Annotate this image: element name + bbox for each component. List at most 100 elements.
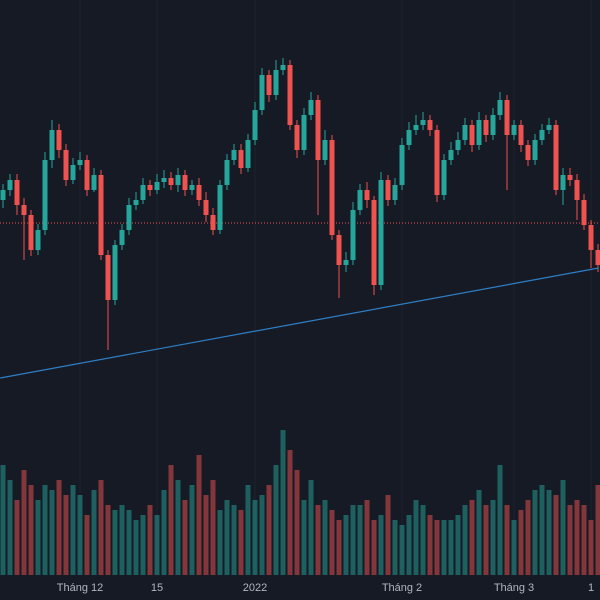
volume-bar [539,485,545,575]
volume-bar [497,465,503,575]
candle-body [175,175,181,185]
candle-body [224,160,230,185]
candle-body [161,178,167,182]
volume-bar [581,505,587,575]
candle-body [560,175,566,190]
volume-bar [14,500,20,575]
volume-bar [392,520,398,575]
volume-bar [70,485,76,575]
x-tick-label: 1 [588,582,594,594]
volume-bar [413,500,419,575]
volume-bar [154,515,160,575]
volume-bar [588,520,594,575]
candle-body [427,120,433,130]
candle-body [462,125,468,140]
volume-bar [0,465,6,575]
candle-body [98,175,104,255]
volume-bar [105,505,111,575]
candle-body [483,120,489,135]
candle-body [182,175,188,190]
candle-body [273,70,279,95]
candle-body [441,160,447,195]
volume-bar [371,520,377,575]
volume-bar [161,490,167,575]
candle-body [168,178,174,185]
candle-body [77,160,83,165]
candle-body [259,75,265,110]
candle-body [42,160,48,230]
volume-bar [476,490,482,575]
trendline [0,267,599,379]
volume-bar [399,525,405,575]
volume-bar [308,480,314,575]
candle-body [364,190,370,200]
volume-bar [112,510,118,575]
volume-bar [336,520,342,575]
candle-body [231,150,237,160]
volume-bar [560,480,566,575]
volume-bar [63,495,69,575]
volume-bar [182,500,188,575]
candle-body [238,150,244,168]
candle-body [49,130,55,160]
candle-body [518,125,524,145]
volume-bar [203,495,209,575]
volume-bar [469,500,475,575]
volume-bar [574,500,580,575]
volume-bar [364,500,370,575]
candle-body [581,200,587,225]
x-tick-label: 15 [151,582,163,594]
volume-bar [301,500,307,575]
candle-body [70,165,76,180]
candle-body [490,115,496,135]
candle-body [532,140,538,160]
candle-body [189,185,195,190]
volume-bar [91,490,97,575]
volume-bar [189,485,195,575]
volume-bar [385,495,391,575]
volume-bar [420,505,426,575]
candle-body [280,65,286,70]
volume-bar [245,485,251,575]
volume-bar [266,485,272,575]
candle-body [539,130,545,140]
candle-body [378,180,384,285]
candle-body [245,140,251,168]
volume-bar [518,510,524,575]
candle-body [574,180,580,200]
candle-body [196,185,202,200]
volume-bar [133,520,139,575]
volume-bar [315,505,321,575]
candle-body [203,200,209,215]
volume-bar [196,455,202,575]
candle-body [21,205,27,215]
candle-body [434,130,440,195]
candle-body [525,145,531,160]
volume-bar [441,520,447,575]
candle-body [217,185,223,230]
volume-bar [119,505,125,575]
volume-bar [322,500,328,575]
volume-bar [595,485,600,575]
candle-body [56,130,62,150]
volume-bar [140,515,146,575]
volume-bar [147,505,153,575]
volume-bar [231,505,237,575]
volume-bar [238,510,244,575]
volume-bar [56,480,62,575]
volume-bar [21,470,27,575]
candle-body [406,130,412,145]
volume-bar [462,505,468,575]
volume-bar [532,490,538,575]
volume-bar [175,480,181,575]
volume-bar [434,520,440,575]
candle-body [126,205,132,230]
volume-bar [28,485,34,575]
candle-body [595,250,600,265]
candle-body [392,185,398,200]
volume-bar [406,515,412,575]
candle-body [63,150,69,180]
